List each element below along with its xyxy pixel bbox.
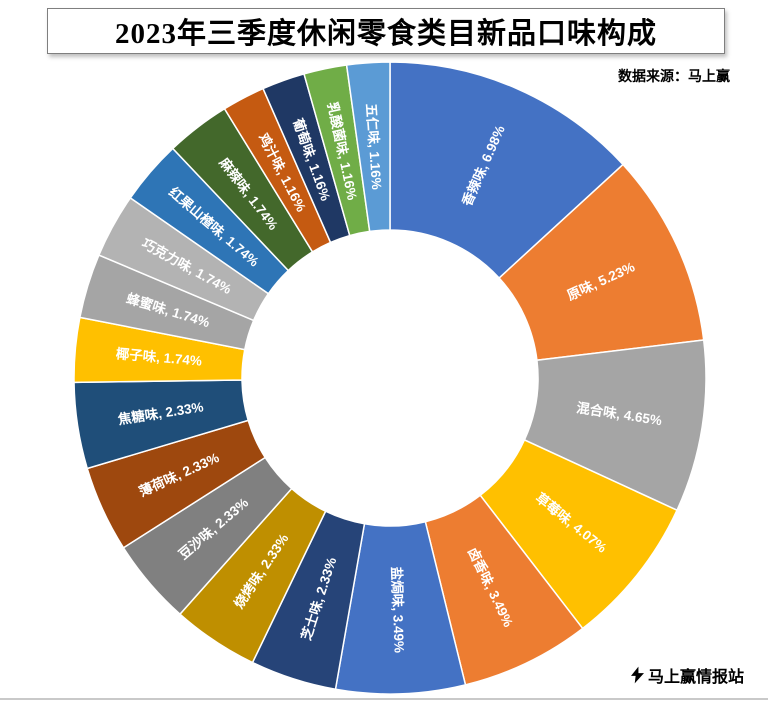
slice-label-20: 五仁味, 1.16% (363, 103, 385, 190)
donut-slice-1 (389, 61, 625, 280)
slice-label-12: 椰子味, 1.74% (115, 345, 202, 369)
lightning-bolt-icon (630, 666, 644, 684)
donut-slice-20 (345, 61, 391, 233)
page-title: 2023年三季度休闲零食类目新品口味构成 (114, 18, 657, 50)
slice-label-6: 盐焗味, 3.49% (389, 567, 408, 654)
brand-footer: 马上赢情报站 (630, 663, 744, 687)
title-box: 2023年三季度休闲零食类目新品口味构成 (47, 8, 725, 54)
bottom-divider (0, 698, 768, 700)
brand-label: 马上赢情报站 (647, 669, 744, 686)
data-source-label: 数据来源：马上赢 (618, 68, 730, 84)
